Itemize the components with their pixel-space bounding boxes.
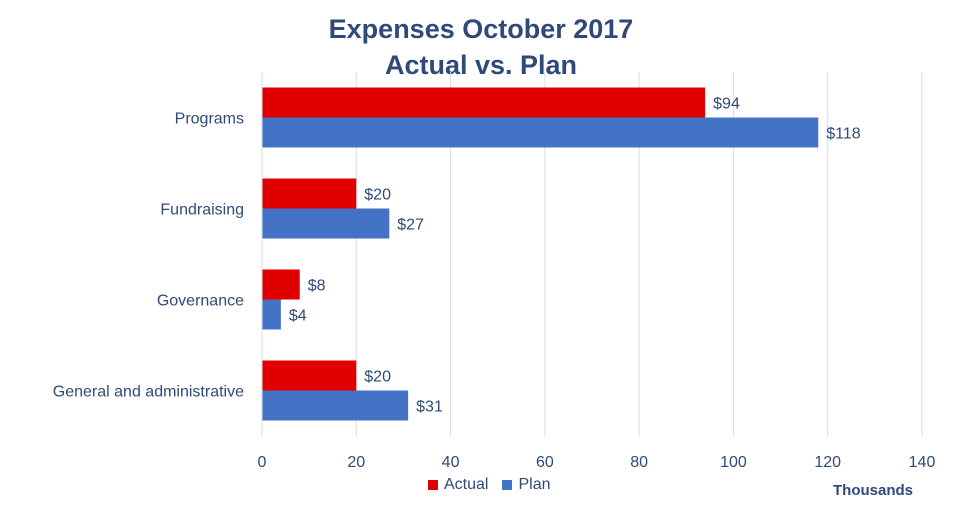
data-label: $118 <box>826 126 861 143</box>
bar-plan <box>262 299 281 330</box>
x-tick-label: 100 <box>720 454 747 471</box>
y-category-label: Programs <box>175 111 244 128</box>
x-tick-label: 20 <box>347 454 365 471</box>
legend-label-actual: Actual <box>444 476 489 493</box>
y-category-label: Fundraising <box>160 202 244 219</box>
legend-item-actual: Actual <box>428 476 488 494</box>
x-tick-label: 60 <box>536 454 554 471</box>
y-category-label: Governance <box>157 293 244 310</box>
bar-plan <box>262 117 819 148</box>
legend-label-plan: Plan <box>518 476 551 493</box>
data-label: $4 <box>289 308 307 325</box>
data-label: $31 <box>416 399 443 416</box>
chart-legend: Actual Plan <box>428 476 565 494</box>
x-tick-label: 40 <box>442 454 460 471</box>
bar-actual <box>262 269 300 300</box>
bar-actual <box>262 360 357 391</box>
legend-swatch-plan <box>502 480 513 490</box>
x-tick-label: 80 <box>630 454 648 471</box>
bar-plan <box>262 208 390 239</box>
legend-swatch-actual <box>428 480 438 490</box>
x-tick-label: 0 <box>258 454 267 471</box>
data-label: $20 <box>364 369 391 386</box>
data-label: $20 <box>364 187 391 204</box>
data-label: $94 <box>713 96 740 113</box>
bar-plan <box>262 390 409 421</box>
legend-item-plan: Plan <box>502 476 551 494</box>
chart-title: Expenses October 2017 <box>328 14 634 44</box>
bar-actual <box>262 178 357 209</box>
x-axis-unit-label: Thousands <box>833 482 914 499</box>
bar-actual <box>262 87 706 118</box>
y-category-label: General and administrative <box>53 384 244 401</box>
data-label: $8 <box>308 278 326 295</box>
x-tick-label: 120 <box>814 454 841 471</box>
x-tick-label: 140 <box>909 454 936 471</box>
data-label: $27 <box>397 217 424 234</box>
